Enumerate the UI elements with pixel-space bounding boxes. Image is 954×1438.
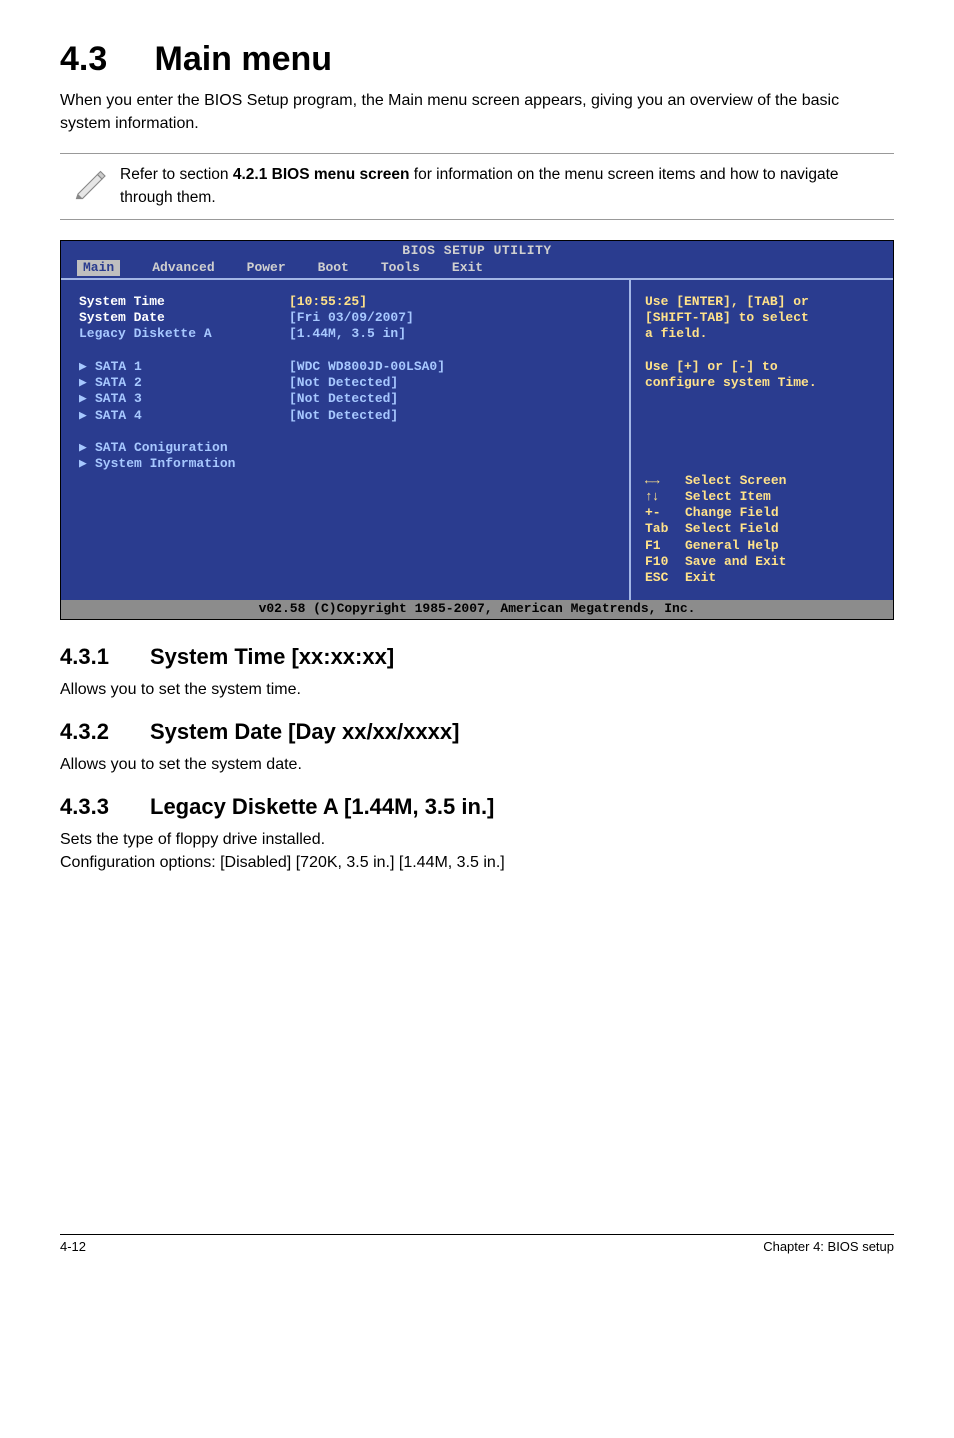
note-box: Refer to section 4.2.1 BIOS menu screen … xyxy=(60,153,894,220)
bios-screen: BIOS SETUP UTILITY Main Advanced Power Boot… xyxy=(60,240,894,619)
bios-keyhint-key: ←→ xyxy=(645,473,685,489)
bios-help-line: [SHIFT-TAB] to select xyxy=(645,310,879,326)
bios-setting-row[interactable]: SATA Coniguration xyxy=(79,440,611,456)
page-footer: 4-12 Chapter 4: BIOS setup xyxy=(60,1234,894,1254)
bios-help-line: a field. xyxy=(645,326,879,342)
subsection-body: Sets the type of floppy drive installed. xyxy=(60,828,894,851)
bios-menu-power[interactable]: Power xyxy=(247,260,286,276)
bios-keyhint-key: F10 xyxy=(645,554,685,570)
subsection-title: System Date [Day xx/xx/xxxx] xyxy=(150,719,459,744)
bios-setting-label: SATA 4 xyxy=(79,408,289,424)
bios-setting-label: SATA 1 xyxy=(79,359,289,375)
bios-setting-row[interactable]: SATA 1[WDC WD800JD-00LSA0] xyxy=(79,359,611,375)
bios-setting-value: [WDC WD800JD-00LSA0] xyxy=(289,359,445,375)
bios-setting-value: [1.44M, 3.5 in] xyxy=(289,326,406,342)
bios-setting-row[interactable]: SATA 3[Not Detected] xyxy=(79,391,611,407)
bios-keyhint-row: TabSelect Field xyxy=(645,521,879,537)
subsection-heading: 4.3.2System Date [Day xx/xx/xxxx] xyxy=(60,719,894,745)
bios-menu-main[interactable]: Main xyxy=(77,260,120,276)
bios-setting-row[interactable]: System Date[Fri 03/09/2007] xyxy=(79,310,611,326)
subsection-title: Legacy Diskette A [1.44M, 3.5 in.] xyxy=(150,794,494,819)
bios-setting-row[interactable]: System Time[10:55:25] xyxy=(79,294,611,310)
bios-keyhint-desc: Exit xyxy=(685,570,716,586)
bios-keyhint-key: Tab xyxy=(645,521,685,537)
bios-setting-value: [Not Detected] xyxy=(289,408,398,424)
bios-help-panel: Use [ENTER], [TAB] or[SHIFT-TAB] to sele… xyxy=(631,278,893,601)
subsection-title: System Time [xx:xx:xx] xyxy=(150,644,394,669)
subsection-body: Allows you to set the system time. xyxy=(60,678,894,701)
chapter-label: Chapter 4: BIOS setup xyxy=(763,1239,894,1254)
bios-setting-row[interactable]: System Information xyxy=(79,456,611,472)
subsection-heading: 4.3.3Legacy Diskette A [1.44M, 3.5 in.] xyxy=(60,794,894,820)
intro-paragraph: When you enter the BIOS Setup program, t… xyxy=(60,89,894,135)
subsection-body: Allows you to set the system date. xyxy=(60,753,894,776)
bios-keyhint-key: ↑↓ xyxy=(645,489,685,505)
bios-keyhint-desc: Select Screen xyxy=(685,473,786,489)
bios-title: BIOS SETUP UTILITY xyxy=(61,241,893,259)
bios-menu-exit[interactable]: Exit xyxy=(452,260,483,276)
bios-setting-value: [Not Detected] xyxy=(289,391,398,407)
bios-footer: v02.58 (C)Copyright 1985-2007, American … xyxy=(61,600,893,618)
bios-keyhint-row: ←→Select Screen xyxy=(645,473,879,489)
bios-help-line: Use [+] or [-] to xyxy=(645,359,879,375)
bios-setting-value: [Not Detected] xyxy=(289,375,398,391)
subsection-number: 4.3.3 xyxy=(60,794,150,820)
bios-menu-tools[interactable]: Tools xyxy=(381,260,420,276)
bios-keyhint-key: F1 xyxy=(645,538,685,554)
bios-setting-label: System Time xyxy=(79,294,289,310)
subsection-number: 4.3.2 xyxy=(60,719,150,745)
bios-keyhint-key: +- xyxy=(645,505,685,521)
bios-keyhint-row: +-Change Field xyxy=(645,505,879,521)
bios-menu-bar: Main Advanced Power Boot Tools Exit xyxy=(61,260,893,278)
bios-keyhint-row: F10Save and Exit xyxy=(645,554,879,570)
bios-keyhint-row: F1General Help xyxy=(645,538,879,554)
bios-keyhint-desc: Change Field xyxy=(685,505,779,521)
bios-menu-boot[interactable]: Boot xyxy=(318,260,349,276)
bios-keyhint-row: ESCExit xyxy=(645,570,879,586)
bios-keyhint-desc: Select Field xyxy=(685,521,779,537)
page-number: 4-12 xyxy=(60,1239,86,1254)
bios-setting-label: SATA 2 xyxy=(79,375,289,391)
bios-keyhint-key: ESC xyxy=(645,570,685,586)
bios-setting-value: [10:55:25] xyxy=(289,294,367,310)
bios-setting-row[interactable]: Legacy Diskette A[1.44M, 3.5 in] xyxy=(79,326,611,342)
bios-help-line xyxy=(645,343,879,359)
bios-setting-label: System Information xyxy=(79,456,289,472)
pencil-icon xyxy=(60,164,120,200)
section-heading: 4.3 Main menu xyxy=(60,40,894,79)
bios-keyhint-desc: Save and Exit xyxy=(685,554,786,570)
bios-help-line: configure system Time. xyxy=(645,375,879,391)
section-number: 4.3 xyxy=(60,40,107,78)
bios-setting-row[interactable]: SATA 4[Not Detected] xyxy=(79,408,611,424)
bios-setting-label: System Date xyxy=(79,310,289,326)
bios-menu-advanced[interactable]: Advanced xyxy=(152,260,214,276)
bios-setting-label: SATA 3 xyxy=(79,391,289,407)
subsection-body: Configuration options: [Disabled] [720K,… xyxy=(60,851,894,874)
bios-keyhint-desc: Select Item xyxy=(685,489,771,505)
note-bold: 4.2.1 BIOS menu screen xyxy=(233,166,410,183)
note-prefix: Refer to section xyxy=(120,166,233,183)
bios-setting-label: SATA Coniguration xyxy=(79,440,289,456)
bios-keyhint-desc: General Help xyxy=(685,538,779,554)
subsection-heading: 4.3.1System Time [xx:xx:xx] xyxy=(60,644,894,670)
bios-help-line: Use [ENTER], [TAB] or xyxy=(645,294,879,310)
subsection-number: 4.3.1 xyxy=(60,644,150,670)
bios-setting-row[interactable]: SATA 2[Not Detected] xyxy=(79,375,611,391)
bios-left-panel: System Time[10:55:25]System Date[Fri 03/… xyxy=(61,278,631,601)
section-title-text: Main menu xyxy=(155,40,333,78)
bios-setting-label: Legacy Diskette A xyxy=(79,326,289,342)
bios-keyhint-row: ↑↓Select Item xyxy=(645,489,879,505)
note-text: Refer to section 4.2.1 BIOS menu screen … xyxy=(120,164,894,209)
bios-setting-value: [Fri 03/09/2007] xyxy=(289,310,414,326)
